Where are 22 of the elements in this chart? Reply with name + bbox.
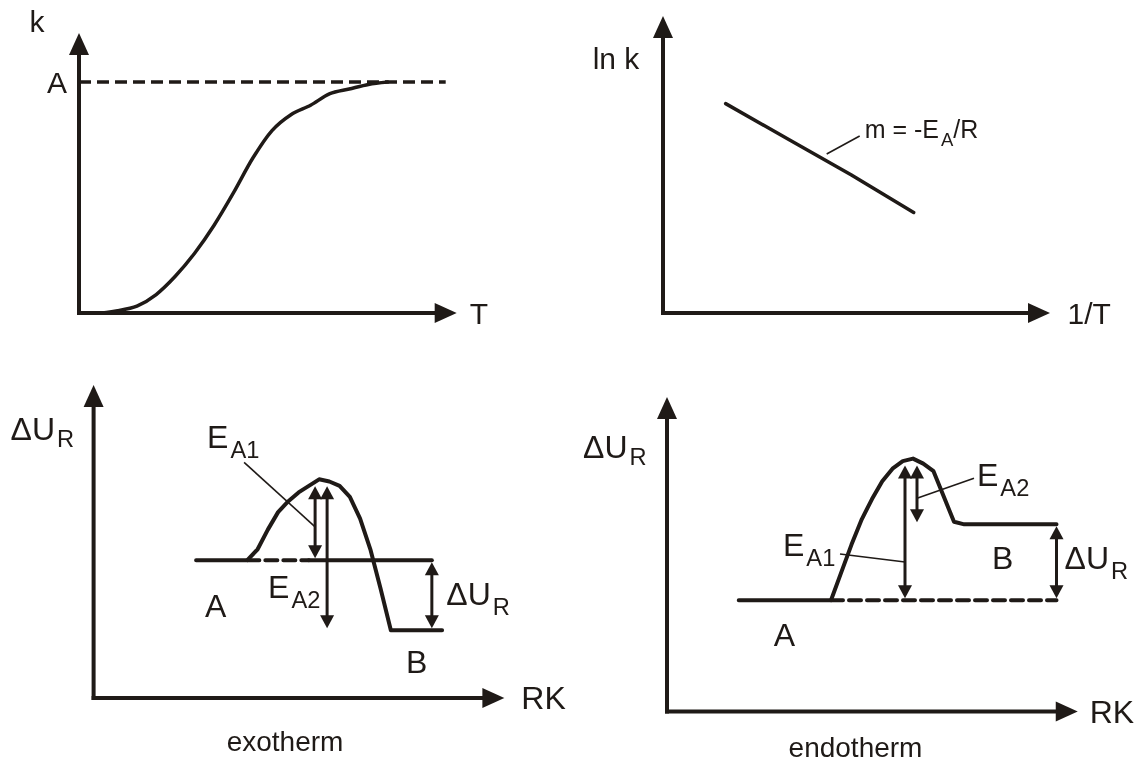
- text: exotherm: [226, 725, 344, 757]
- text: endotherm: [788, 731, 923, 762]
- annotation: ΔU$_{R}$: [446, 576, 510, 620]
- annotation: A: [773, 617, 796, 654]
- y-axis-title: ln k: [592, 41, 641, 75]
- x-axis-title: 1/T: [1067, 296, 1111, 330]
- text: ΔU$_{R}$: [1064, 540, 1129, 584]
- annotation: B: [992, 540, 1014, 577]
- x-axis-title: T: [469, 296, 489, 330]
- ref-line-label: A: [46, 65, 67, 99]
- annotation: m = -E$_{A}$/R: [864, 115, 979, 150]
- annotation: A: [205, 588, 228, 625]
- annotation: E$_{A1}$: [783, 526, 836, 571]
- y-axis-title: k: [29, 4, 46, 38]
- annotation: B: [406, 644, 428, 681]
- text: E$_{A1}$: [207, 419, 260, 463]
- annotation: E$_{A2}$: [268, 569, 321, 613]
- annotation: E$_{A2}$: [977, 457, 1030, 501]
- y-axis-title: ΔU$_{R}$: [10, 411, 75, 452]
- x-axis-title: RK: [1089, 693, 1135, 730]
- y-axis-title: ΔU$_{R}$: [583, 429, 647, 470]
- x-axis-title: RK: [521, 680, 566, 716]
